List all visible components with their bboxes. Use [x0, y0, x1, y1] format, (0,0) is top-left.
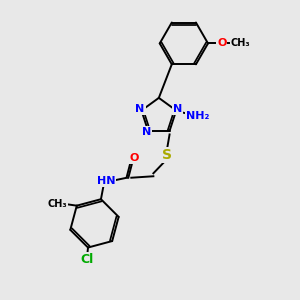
Text: N: N — [173, 104, 182, 114]
Text: O: O — [130, 153, 139, 163]
Text: HN: HN — [97, 176, 116, 186]
Text: CH₃: CH₃ — [231, 38, 250, 48]
Text: NH₂: NH₂ — [186, 111, 209, 121]
Text: N: N — [135, 104, 145, 114]
Text: CH₃: CH₃ — [48, 199, 68, 209]
Text: Cl: Cl — [80, 254, 93, 266]
Text: O: O — [217, 38, 226, 48]
Text: S: S — [162, 148, 172, 162]
Text: N: N — [142, 127, 151, 137]
